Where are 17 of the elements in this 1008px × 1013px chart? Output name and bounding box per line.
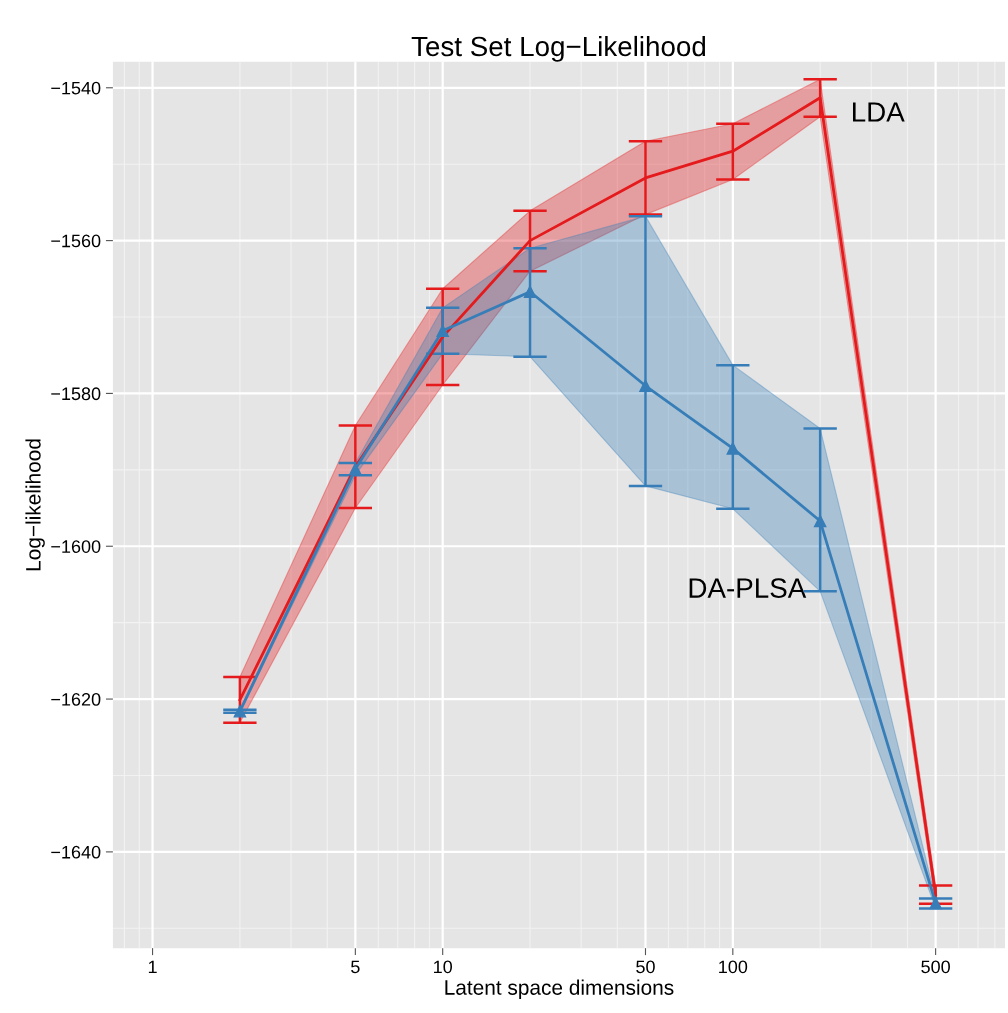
x-tick-label: 100: [719, 960, 748, 974]
x-tick-label: 10: [434, 960, 453, 974]
y-tick-label: −1560: [51, 234, 101, 248]
y-tick-label: −1600: [51, 540, 101, 553]
x-tick-label: 5: [351, 960, 360, 974]
x-axis-title: Latent space dimensions: [445, 979, 674, 999]
y-tick-label: −1620: [51, 693, 101, 706]
y-tick-label: −1640: [51, 845, 101, 859]
x-tick-label: 500: [921, 960, 950, 974]
series-label: DA-PLSA: [689, 578, 807, 598]
y-tick-label: −1580: [51, 387, 101, 401]
series-label: LDA: [853, 102, 905, 122]
chart-title: Test Set Log−Likelihood: [411, 35, 706, 62]
y-tick-label: −1540: [51, 81, 101, 95]
x-tick-label: 1: [148, 960, 157, 974]
y-axis-title: Log−likelihood: [25, 439, 45, 571]
x-tick-label: 50: [636, 960, 655, 974]
